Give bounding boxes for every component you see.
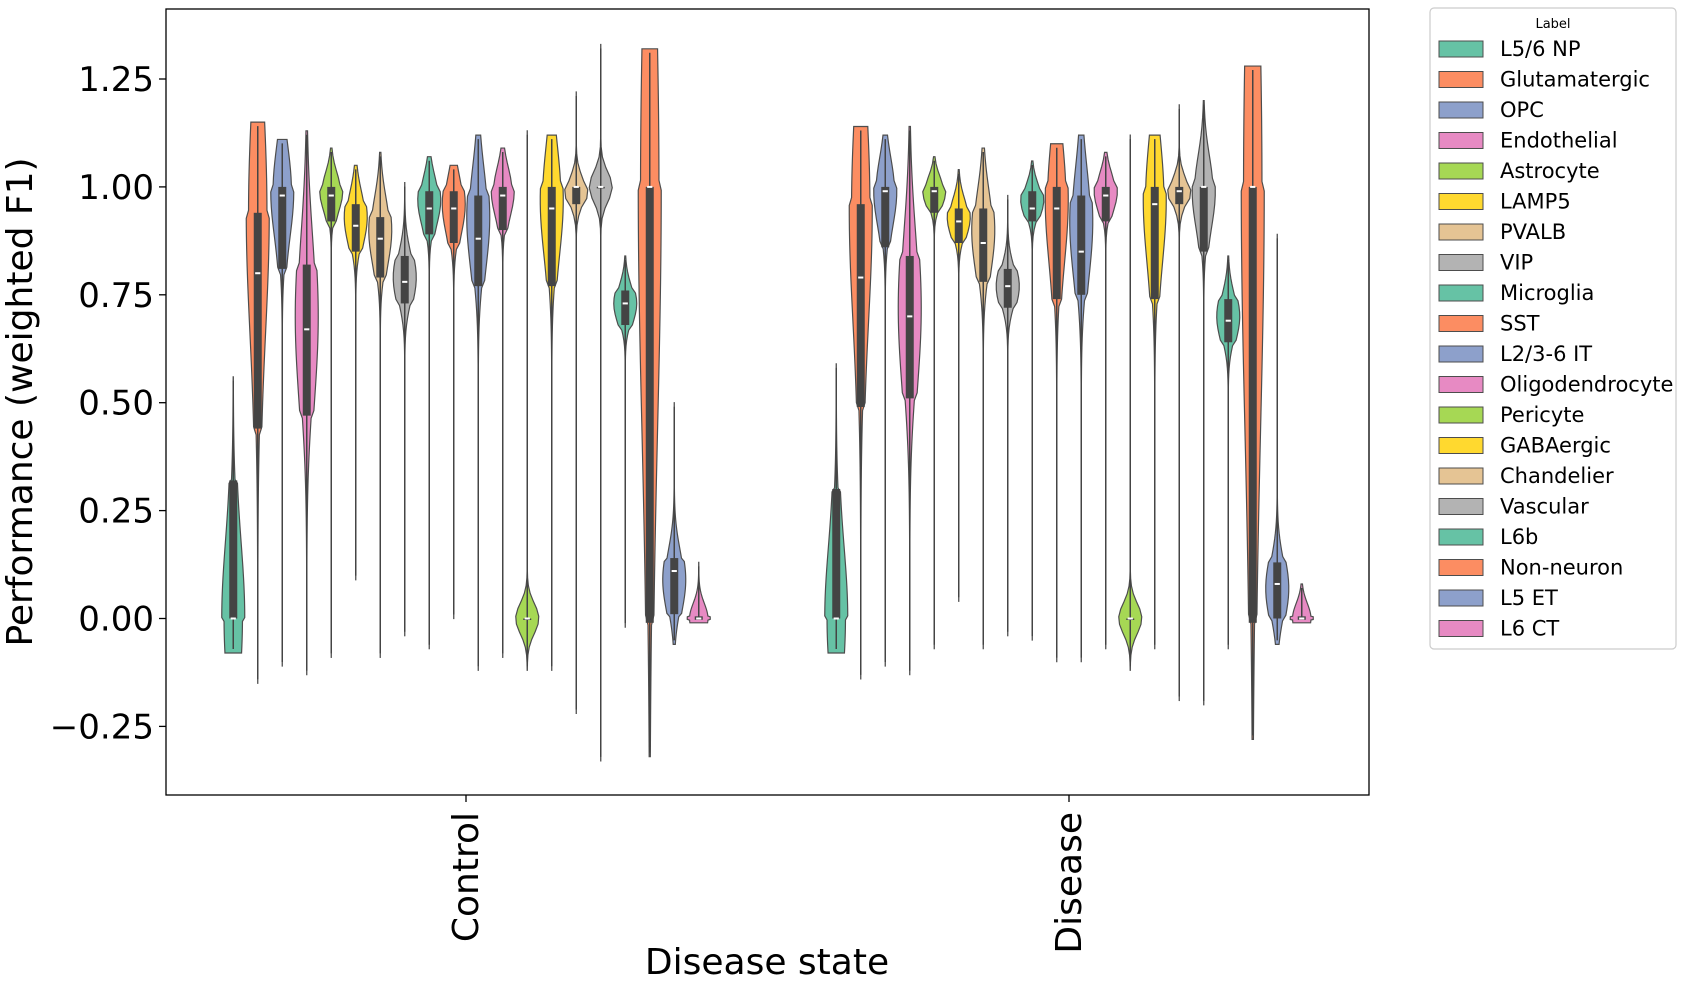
violin-iqr-box <box>547 186 556 287</box>
legend-swatch <box>1438 254 1484 271</box>
legend-frame <box>1429 7 1677 650</box>
legend-swatch <box>1438 101 1484 119</box>
x-tick-label: Disease <box>1049 812 1090 954</box>
legend: Label L5/6 NP Glutamatergic OPC Endothelial… <box>1429 7 1677 650</box>
legend-title: Label <box>1535 17 1570 32</box>
violin-iqr-box <box>572 186 581 205</box>
y-tick-label: 0.50 <box>78 384 154 424</box>
legend-swatch <box>1438 284 1484 302</box>
legend-label: Microglia <box>1500 281 1594 305</box>
legend-label: L5/6 NP <box>1500 37 1581 61</box>
y-tick-label: −0.25 <box>50 707 154 747</box>
legend-swatch <box>1438 315 1484 332</box>
y-tick-label: 0.00 <box>78 600 154 640</box>
legend-swatch <box>1438 406 1484 424</box>
violin-iqr-box <box>278 186 287 269</box>
violin-iqr-box <box>1077 195 1086 295</box>
legend-swatch <box>1438 559 1484 576</box>
violin-iqr-box <box>1248 186 1257 623</box>
legend-swatch <box>1438 193 1484 210</box>
legend-swatch <box>1438 71 1484 88</box>
violins-layer <box>221 43 1314 762</box>
legend-swatch <box>1438 437 1484 454</box>
y-axis: −0.25 0.00 0.25 0.50 0.75 1.00 1.25 <box>50 60 166 747</box>
legend-label: Astrocyte <box>1500 159 1600 183</box>
x-tick-label: Control <box>446 812 487 942</box>
y-tick-label: 1.00 <box>78 168 154 208</box>
legend-swatch <box>1438 223 1484 241</box>
y-tick-label: 0.25 <box>78 492 154 532</box>
legend-label: L6 CT <box>1500 617 1559 641</box>
violin-iqr-box <box>832 489 841 619</box>
violin-iqr-box <box>1028 191 1037 222</box>
violin-iqr-box <box>1199 186 1208 252</box>
violin-iqr-box <box>376 217 385 278</box>
violin-iqr-box <box>856 204 865 408</box>
legend-swatch <box>1438 132 1484 149</box>
legend-swatch <box>1438 620 1484 637</box>
violin-iqr-box <box>1150 186 1159 300</box>
violin-iqr-box <box>1273 562 1282 619</box>
violin-iqr-box <box>425 191 434 235</box>
violin-iqr-box <box>645 186 654 623</box>
violin-iqr-box <box>621 290 630 326</box>
violin-iqr-box <box>930 186 939 213</box>
violin-iqr-box <box>351 204 360 252</box>
violin-iqr-box <box>881 186 890 248</box>
legend-swatch <box>1438 40 1484 58</box>
y-tick-label: 1.25 <box>78 60 154 100</box>
violin-iqr-box <box>302 264 311 416</box>
legend-swatch <box>1438 467 1484 485</box>
violin-iqr-box <box>1101 186 1110 222</box>
violin-iqr-box <box>954 208 963 244</box>
legend-label: GABAergic <box>1500 434 1611 458</box>
legend-items: L5/6 NP Glutamatergic OPC Endothelial Astroc… <box>1438 37 1673 641</box>
legend-label: Glutamatergic <box>1500 68 1650 92</box>
legend-label: Vascular <box>1500 495 1589 519</box>
plot-frame <box>165 8 1370 796</box>
violin-iqr-box <box>449 191 458 244</box>
violin-iqr-box <box>670 558 679 615</box>
y-tick-label: 0.75 <box>78 276 154 316</box>
violin-iqr-box <box>327 186 336 222</box>
legend-label: PVALB <box>1500 220 1566 244</box>
violin-iqr-box <box>498 186 507 231</box>
x-axis: Control Disease <box>446 795 1090 954</box>
violin-iqr-box <box>1003 268 1012 308</box>
violin-iqr-box <box>253 212 262 429</box>
legend-swatch <box>1438 498 1484 515</box>
violin-iqr-box <box>229 480 238 619</box>
violin-iqr-box <box>1052 186 1061 300</box>
legend-label: VIP <box>1500 251 1533 275</box>
legend-label: Chandelier <box>1500 464 1614 488</box>
legend-swatch <box>1438 345 1484 363</box>
violin-iqr-box <box>400 255 409 304</box>
legend-label: Oligodendrocyte <box>1500 373 1673 397</box>
legend-label: Pericyte <box>1500 403 1584 427</box>
y-axis-label: Performance (weighted F1) <box>0 157 41 646</box>
violin-iqr-box <box>979 208 988 282</box>
legend-swatch <box>1438 376 1484 393</box>
legend-swatch <box>1438 528 1484 546</box>
legend-label: L5 ET <box>1500 586 1558 610</box>
legend-label: Endothelial <box>1500 129 1618 153</box>
x-axis-label: Disease state <box>645 942 889 983</box>
legend-label: SST <box>1500 312 1540 336</box>
legend-label: OPC <box>1500 98 1544 122</box>
legend-swatch <box>1438 162 1484 180</box>
legend-label: Non-neuron <box>1500 556 1623 580</box>
violin-iqr-box <box>474 195 483 287</box>
legend-label: LAMP5 <box>1500 190 1571 214</box>
violin-iqr-box <box>1175 186 1184 205</box>
legend-swatch <box>1438 589 1484 607</box>
violin-iqr-box <box>905 255 914 399</box>
legend-label: L2/3-6 IT <box>1500 342 1592 366</box>
legend-label: L6b <box>1500 525 1538 549</box>
